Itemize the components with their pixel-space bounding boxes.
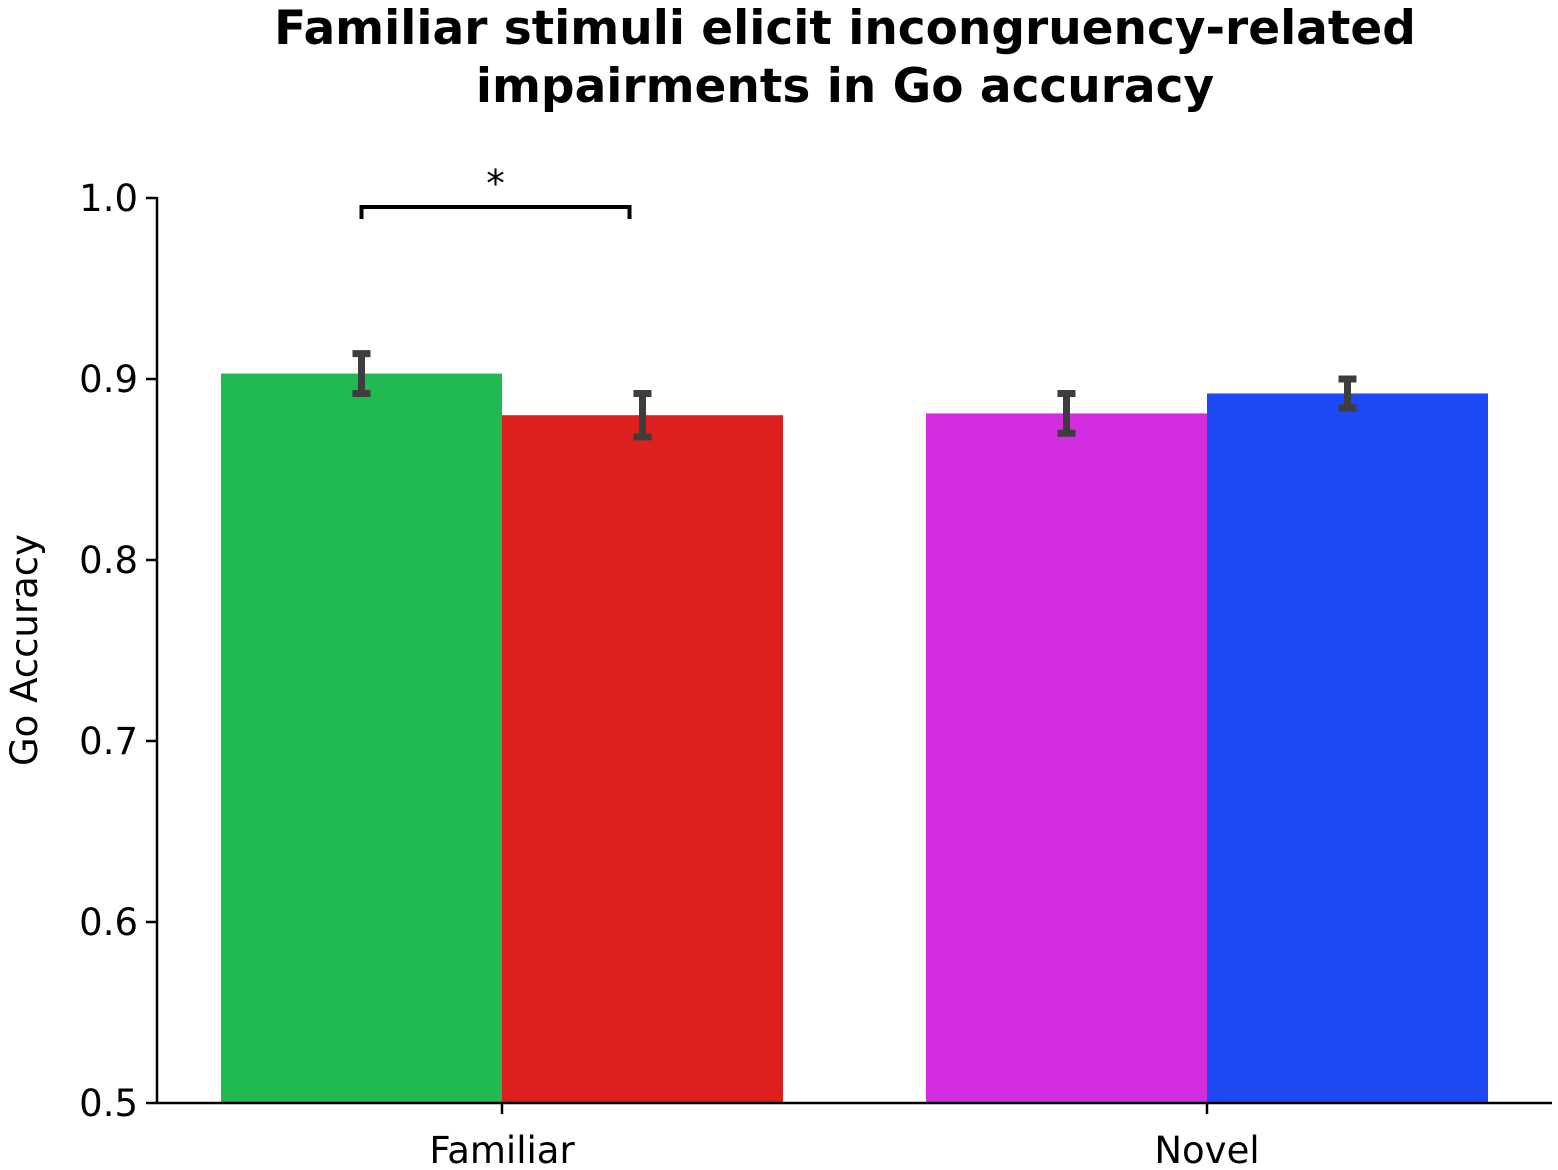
y-axis-label: Go Accuracy [3,534,46,766]
x-tick-label: Familiar [429,1129,575,1170]
error-bars-layer [352,350,1357,441]
y-tick-label: 0.7 [79,720,138,763]
y-ticks: 0.5 0.6 0.7 0.8 0.9 1.0 [79,177,157,1125]
significance-label: * [486,162,505,205]
bar [1207,393,1488,1104]
y-tick-label: 0.6 [79,901,138,944]
y-tick-label: 0.9 [79,358,138,401]
significance-bracket [359,205,632,219]
x-tick-label: Novel [1154,1129,1259,1170]
x-ticks: Familiar Novel [429,1103,1260,1170]
chart-title: Familiar stimuli elicit incongruency-rel… [274,1,1416,114]
chart-title-line: impairments in Go accuracy [476,59,1214,114]
significance-annotation: * [359,162,632,219]
bar [926,413,1207,1103]
axes [155,197,1552,1105]
y-tick-label: 0.8 [79,539,138,582]
y-tick-label: 1.0 [79,177,138,220]
chart-title-line: Familiar stimuli elicit incongruency-rel… [274,1,1416,56]
bar [502,415,783,1103]
bar [221,373,502,1103]
y-tick-label: 0.5 [79,1082,138,1125]
bars-layer [221,373,1488,1104]
